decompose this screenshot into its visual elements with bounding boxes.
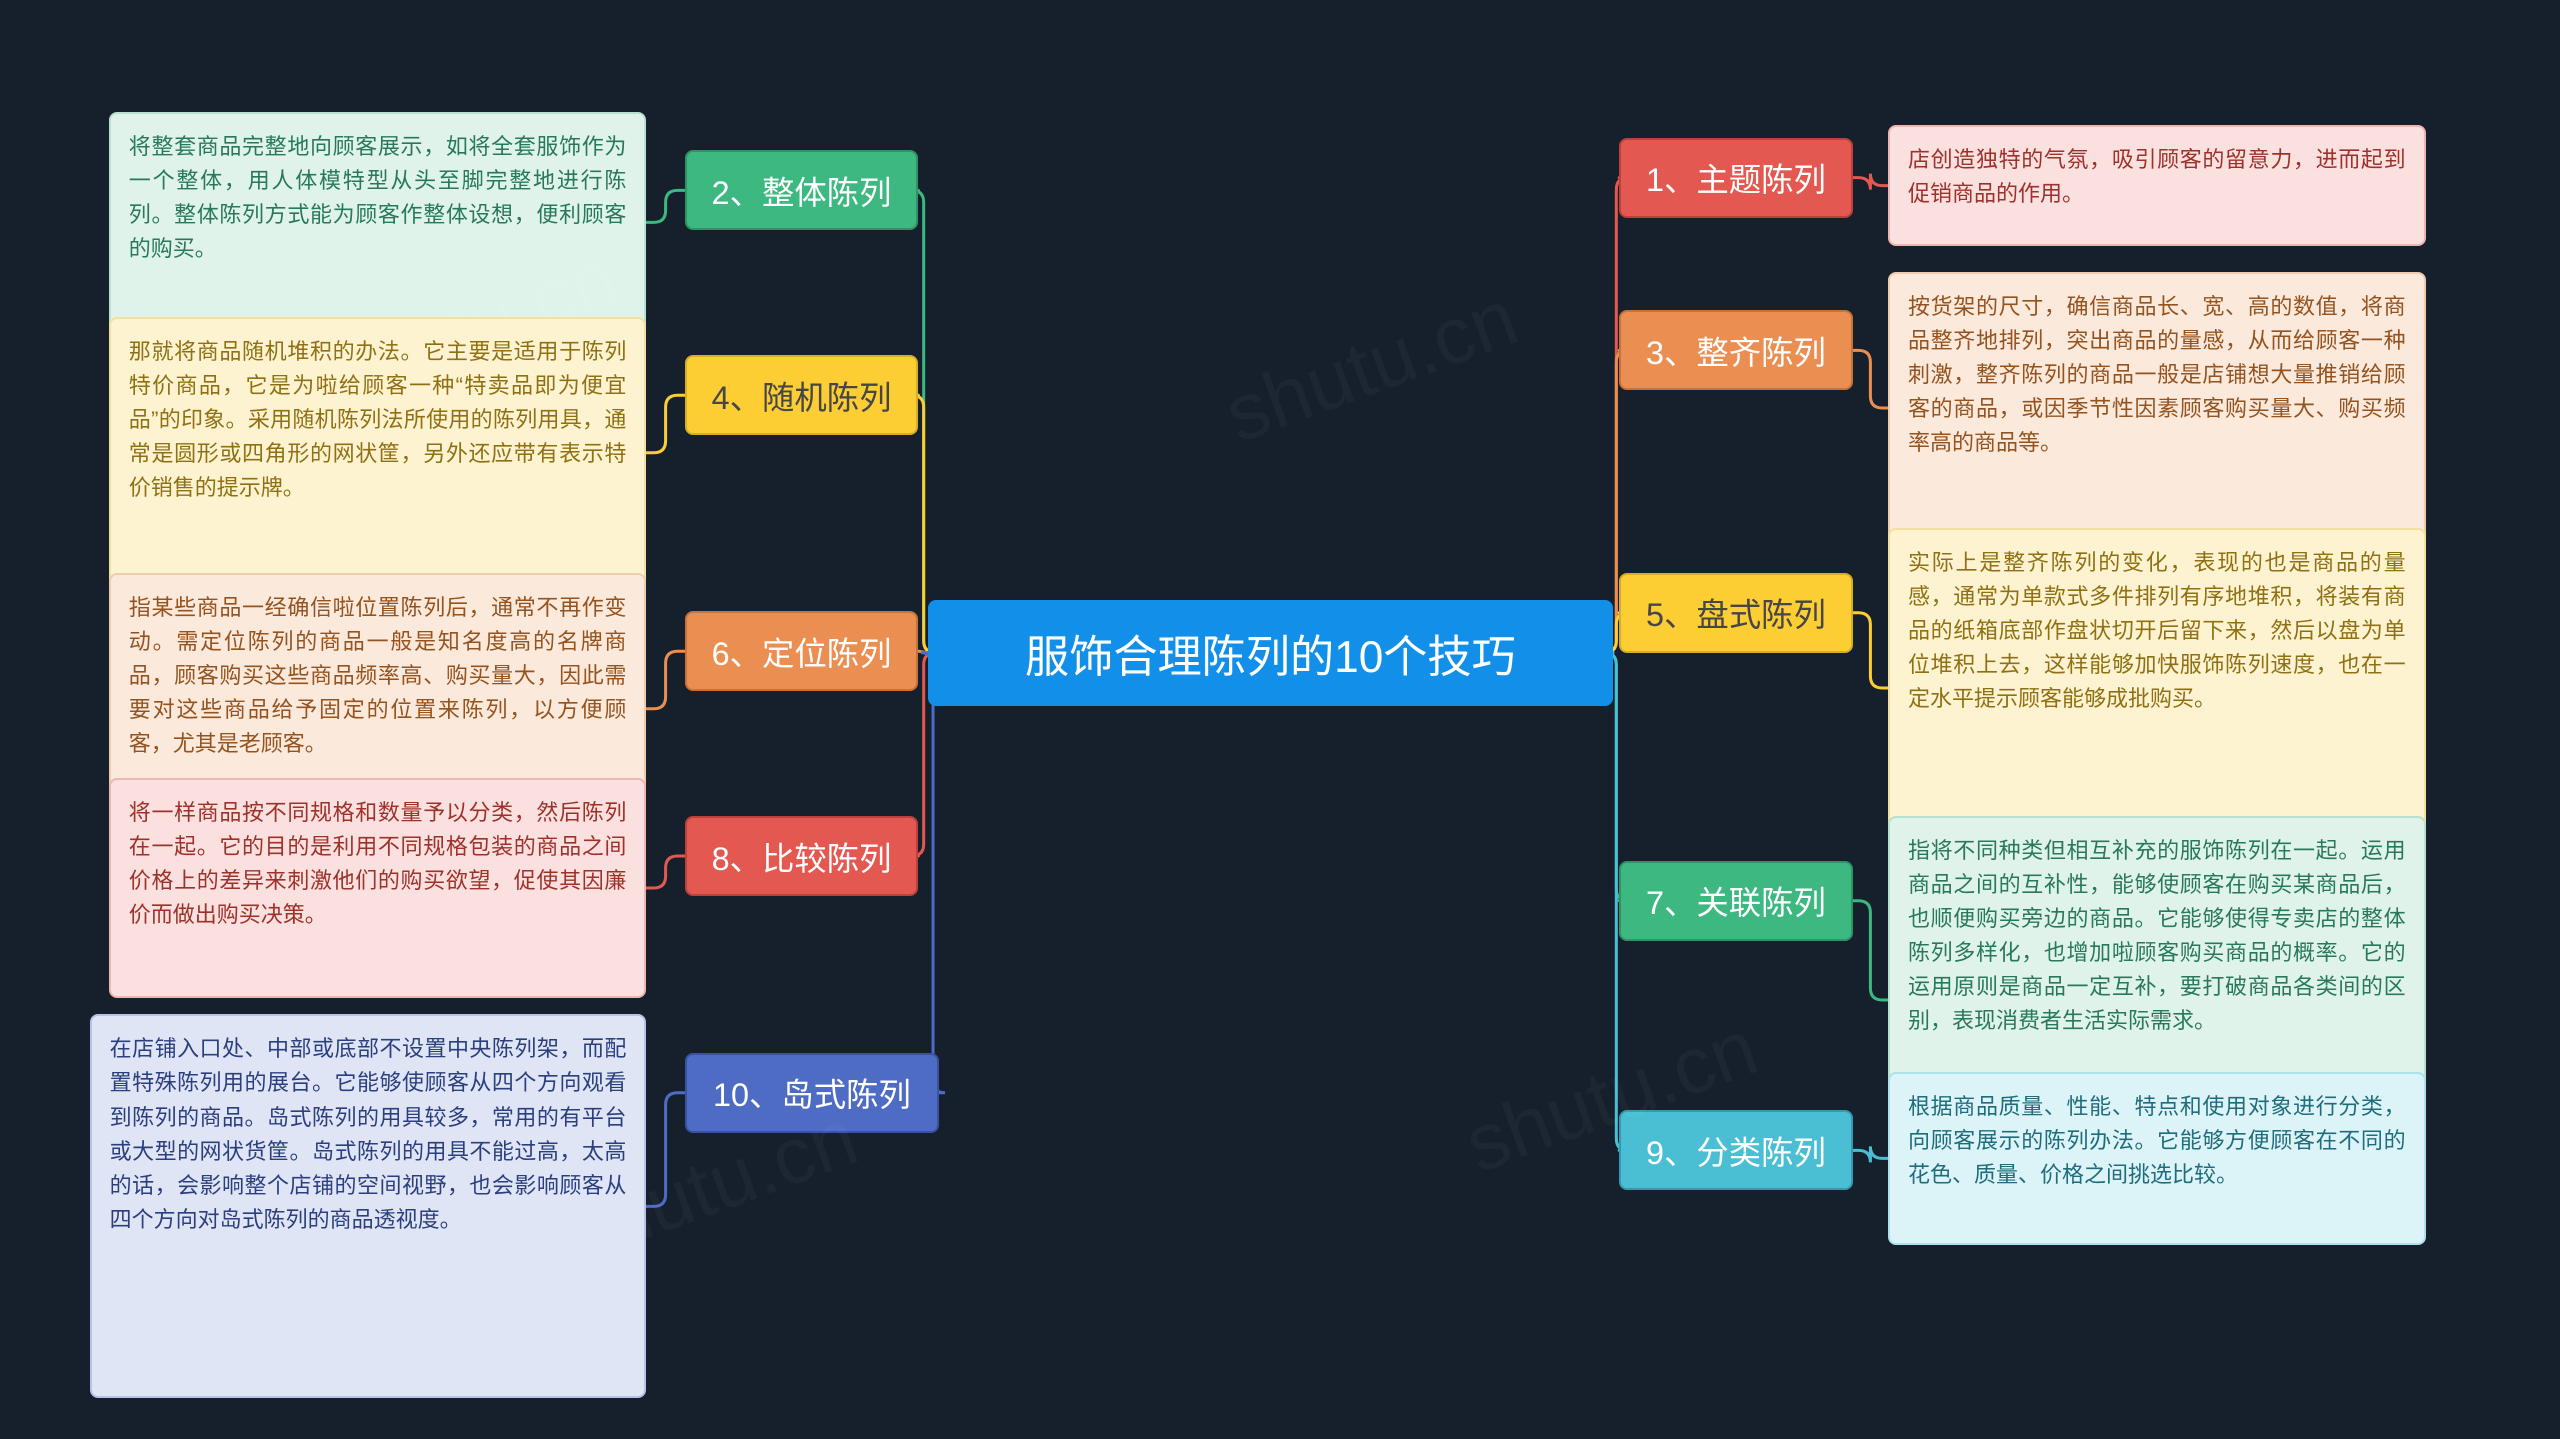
branch-desc-left-1: 那就将商品随机堆积的办法。它主要是适用于陈列特价商品，它是为啦给顾客一种“特卖品… <box>109 317 647 589</box>
branch-desc-left-3: 将一样商品按不同规格和数量予以分类，然后陈列在一起。它的目的是利用不同规格包装的… <box>109 778 647 999</box>
branch-desc-right-4: 根据商品质量、性能、特点和使用对象进行分类，向顾客展示的陈列办法。它能够方便顾客… <box>1888 1072 2426 1245</box>
branch-node-right-3: 7、关联陈列 <box>1619 861 1853 941</box>
branch-node-left-2: 6、定位陈列 <box>685 611 919 691</box>
branch-node-right-1: 3、整齐陈列 <box>1619 310 1853 390</box>
branch-node-right-0: 1、主题陈列 <box>1619 138 1853 218</box>
branch-desc-left-0: 将整套商品完整地向顾客展示，如将全套服饰作为一个整体，用人体模特型从头至脚完整地… <box>109 112 647 333</box>
branch-desc-right-0: 店创造独特的气氛，吸引顾客的留意力，进而起到促销商品的作用。 <box>1888 125 2426 247</box>
center-node: 服饰合理陈列的10个技巧 <box>928 600 1613 706</box>
branch-desc-left-4: 在店铺入口处、中部或底部不设置中央陈列架，而配置特殊陈列用的展台。它能够使顾客从… <box>90 1014 647 1398</box>
branch-desc-right-2: 实际上是整齐陈列的变化，表现的也是商品的量感，通常为单款式多件排列有序地堆积，将… <box>1888 528 2426 848</box>
branch-node-right-2: 5、盘式陈列 <box>1619 573 1853 653</box>
branch-node-right-4: 9、分类陈列 <box>1619 1110 1853 1190</box>
branch-node-left-1: 4、随机陈列 <box>685 355 919 435</box>
branch-desc-right-1: 按货架的尺寸，确信商品长、宽、高的数值，将商品整齐地排列，突出商品的量感，从而给… <box>1888 272 2426 544</box>
branch-node-left-0: 2、整体陈列 <box>685 150 919 230</box>
branch-node-left-4: 10、岛式陈列 <box>685 1053 939 1133</box>
branch-node-left-3: 8、比较陈列 <box>685 816 919 896</box>
